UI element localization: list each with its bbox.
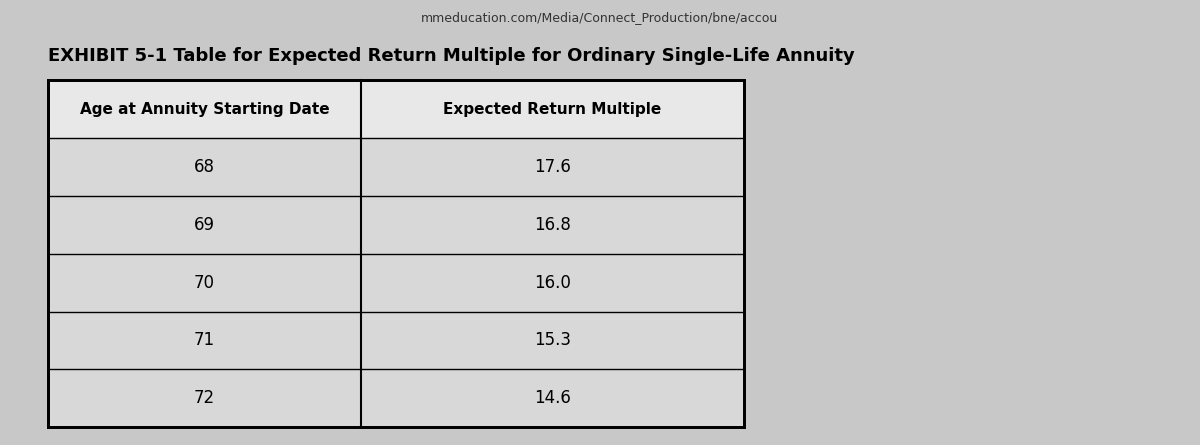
Text: 72: 72	[194, 389, 215, 407]
Text: 16.0: 16.0	[534, 274, 571, 291]
Text: EXHIBIT 5-1 Table for Expected Return Multiple for Ordinary Single-Life Annuity: EXHIBIT 5-1 Table for Expected Return Mu…	[48, 47, 854, 65]
Text: Expected Return Multiple: Expected Return Multiple	[444, 101, 661, 117]
Text: 14.6: 14.6	[534, 389, 571, 407]
Text: 16.8: 16.8	[534, 216, 571, 234]
Text: 70: 70	[194, 274, 215, 291]
Text: 68: 68	[194, 158, 215, 176]
Text: 17.6: 17.6	[534, 158, 571, 176]
Text: mmeducation.com/Media/Connect_Production/bne/accou: mmeducation.com/Media/Connect_Production…	[421, 11, 779, 24]
Text: 15.3: 15.3	[534, 332, 571, 349]
Text: 69: 69	[194, 216, 215, 234]
Text: Age at Annuity Starting Date: Age at Annuity Starting Date	[79, 101, 330, 117]
Text: 71: 71	[194, 332, 215, 349]
